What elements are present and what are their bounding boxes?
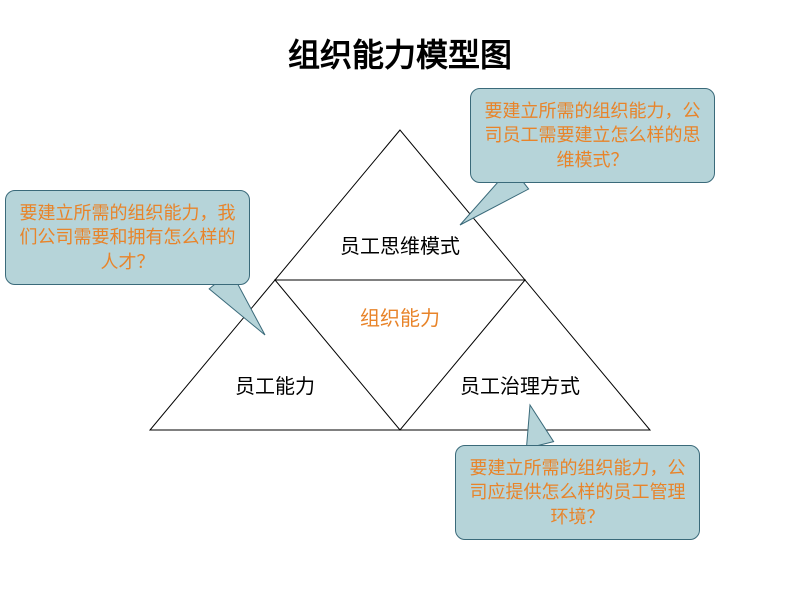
callout-bottom-right-text: 要建立所需的组织能力，公司应提供怎么样的员工管理环境？ [470,458,686,527]
callout-left: 要建立所需的组织能力，我们公司需要和拥有怎么样的人才？ [5,190,250,285]
callout-left-text: 要建立所需的组织能力，我们公司需要和拥有怎么样的人才？ [20,203,236,272]
callout-top-right: 要建立所需的组织能力，公司员工需要建立怎么样的思维模式？ [470,88,715,183]
callout-top-right-text: 要建立所需的组织能力，公司员工需要建立怎么样的思维模式？ [485,101,701,170]
callout-bottom-right: 要建立所需的组织能力，公司应提供怎么样的员工管理环境？ [455,445,700,540]
